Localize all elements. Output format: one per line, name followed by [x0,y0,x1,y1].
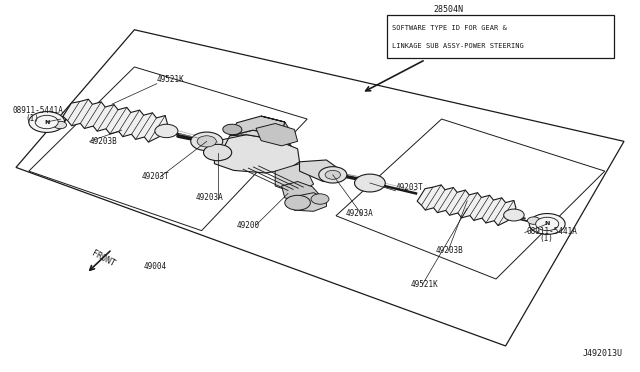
Polygon shape [282,182,320,202]
Circle shape [197,136,216,147]
Polygon shape [230,116,285,136]
Ellipse shape [223,124,242,135]
Text: N: N [545,221,550,227]
Text: FRONT: FRONT [90,249,117,268]
Circle shape [285,195,310,210]
Polygon shape [230,130,291,146]
Text: J492013U: J492013U [582,349,622,358]
Circle shape [191,132,223,151]
Circle shape [527,217,540,224]
Text: 49200: 49200 [237,221,260,230]
Circle shape [311,194,329,204]
Circle shape [504,209,524,221]
Text: 49203A: 49203A [346,209,373,218]
Circle shape [35,115,58,129]
Text: 49004: 49004 [144,262,167,270]
Polygon shape [256,124,298,146]
Polygon shape [275,164,314,190]
Circle shape [204,144,232,161]
Circle shape [536,217,559,231]
Text: SOFTWARE TYPE ID FOR GEAR &: SOFTWARE TYPE ID FOR GEAR & [392,25,507,31]
Text: N: N [44,119,49,125]
Text: 49203B: 49203B [90,137,117,145]
Polygon shape [300,160,338,182]
Bar [387,15,614,58]
Polygon shape [417,185,516,225]
Polygon shape [261,116,291,135]
Text: (1): (1) [539,234,553,243]
Text: 49203A: 49203A [195,193,223,202]
Polygon shape [63,99,168,142]
Text: 49521K: 49521K [411,280,438,289]
Circle shape [54,121,67,129]
Polygon shape [288,193,326,211]
Text: LINKAGE SUB ASSY-POWER STEERING: LINKAGE SUB ASSY-POWER STEERING [392,43,524,49]
Circle shape [29,112,65,132]
Text: 49521K: 49521K [157,75,184,84]
Circle shape [529,214,565,234]
Text: 49203T: 49203T [142,171,170,180]
Circle shape [155,124,178,138]
Text: (1): (1) [26,113,40,122]
Text: 08911-5441A: 08911-5441A [526,227,577,236]
Circle shape [355,174,385,192]
Circle shape [325,170,340,179]
Text: 49203T: 49203T [396,183,423,192]
Text: 28504N: 28504N [433,5,463,14]
Text: 08911-5441A: 08911-5441A [13,106,63,115]
Polygon shape [214,135,300,173]
Text: 49203B: 49203B [435,246,463,255]
Circle shape [319,167,347,183]
